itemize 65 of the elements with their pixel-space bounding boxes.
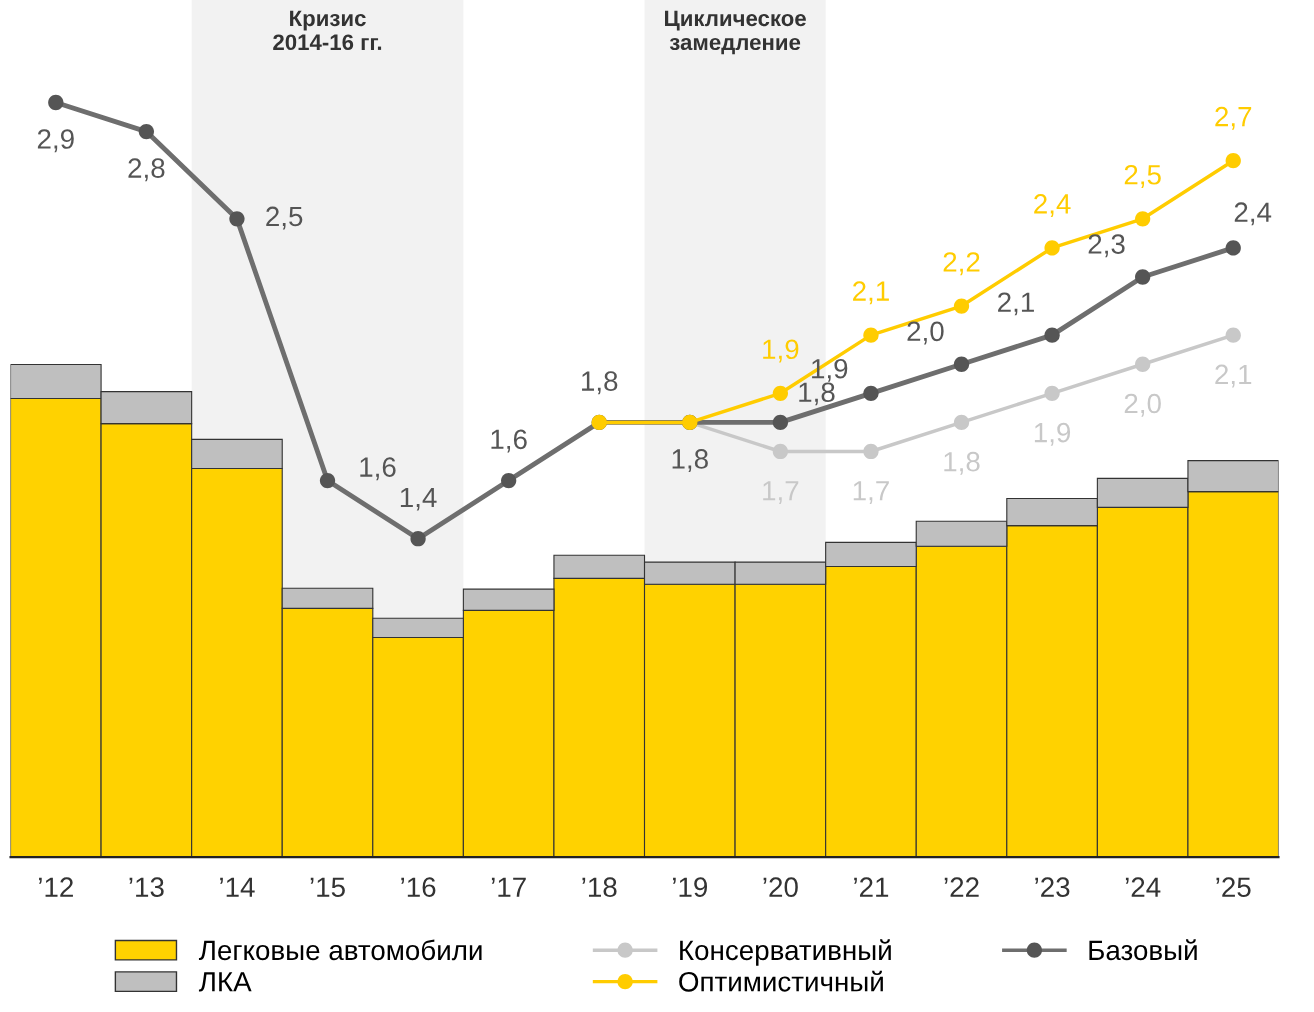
x-tick-label: ’20 xyxy=(763,877,798,898)
point xyxy=(410,531,426,547)
band-label: Циклическое замедление xyxy=(665,10,806,55)
point xyxy=(953,414,970,431)
legend-label: Легковые автомобили xyxy=(198,939,482,961)
x-tick-label: ’13 xyxy=(129,877,164,898)
point xyxy=(501,472,517,489)
point xyxy=(863,327,879,343)
legend-label: Оптимистичный xyxy=(679,970,883,992)
data-label: 2,1 xyxy=(998,292,1034,316)
data-label: 1,6 xyxy=(360,457,396,481)
point xyxy=(863,443,879,460)
x-tick-label: ’14 xyxy=(220,877,255,897)
legend-label: Консервативный xyxy=(680,939,891,966)
data-label: 1,8 xyxy=(672,449,708,473)
legend-label: Базовый xyxy=(1089,939,1197,961)
point xyxy=(1135,269,1151,285)
x-tick-label: ’21 xyxy=(854,877,889,897)
point xyxy=(1135,211,1151,227)
data-label: 1,9 xyxy=(812,358,848,382)
x-tick-label: ’18 xyxy=(582,877,617,898)
legend-label: ЛКА xyxy=(198,972,252,992)
point xyxy=(229,211,245,227)
point xyxy=(772,443,789,460)
data-label: 2,4 xyxy=(1234,202,1272,226)
x-tick-label: ’15 xyxy=(310,877,345,898)
point xyxy=(138,123,155,140)
point xyxy=(1225,153,1241,169)
point xyxy=(772,385,789,401)
data-label: 2,0 xyxy=(907,321,944,345)
data-label: 2,7 xyxy=(1215,106,1252,130)
data-label: 1,9 xyxy=(763,339,799,363)
x-tick-label: ’17 xyxy=(491,877,526,897)
point xyxy=(953,298,970,314)
point xyxy=(1044,385,1060,401)
point xyxy=(319,472,336,489)
point xyxy=(953,356,970,372)
data-label: 2,5 xyxy=(266,206,303,230)
data-label: 2,2 xyxy=(943,252,980,276)
point xyxy=(1135,356,1151,372)
point xyxy=(1225,240,1241,256)
data-label: 1,4 xyxy=(400,487,437,511)
data-label: 1,8 xyxy=(582,371,618,395)
x-tick-label: ’19 xyxy=(672,877,708,898)
x-tick-label: ’23 xyxy=(1035,877,1070,898)
data-label: 2,3 xyxy=(1088,234,1125,258)
x-tick-label: ’22 xyxy=(944,877,979,897)
point xyxy=(772,414,789,431)
x-tick-label: ’12 xyxy=(38,877,73,897)
point xyxy=(863,385,879,401)
point xyxy=(48,94,64,111)
data-label: 2,1 xyxy=(853,281,889,305)
point xyxy=(1044,327,1060,343)
data-label: 2,5 xyxy=(1124,164,1161,188)
data-label: 2,4 xyxy=(1034,194,1071,217)
data-label: 2,8 xyxy=(128,158,165,182)
data-label: 1,8 xyxy=(799,382,835,406)
data-label: 1,6 xyxy=(491,429,527,453)
data-label: 2,9 xyxy=(37,129,74,153)
point xyxy=(1225,327,1241,343)
band-label: Кризис 2014-16 гг. xyxy=(273,10,382,51)
x-tick-label: ’16 xyxy=(401,877,436,898)
x-tick-label: ’25 xyxy=(1216,877,1251,898)
x-tick-label: ’24 xyxy=(1125,877,1161,897)
point xyxy=(1044,240,1060,256)
